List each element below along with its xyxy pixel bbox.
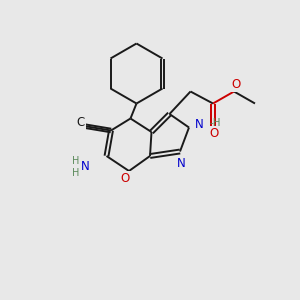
Text: H: H xyxy=(72,167,80,178)
Text: N: N xyxy=(177,157,186,170)
Text: C: C xyxy=(76,116,85,130)
Text: N: N xyxy=(81,160,90,173)
Text: -H: -H xyxy=(209,118,220,128)
Text: H: H xyxy=(72,155,80,166)
Text: O: O xyxy=(210,127,219,140)
Text: O: O xyxy=(120,172,129,185)
Text: N: N xyxy=(195,118,204,131)
Text: O: O xyxy=(231,77,240,91)
